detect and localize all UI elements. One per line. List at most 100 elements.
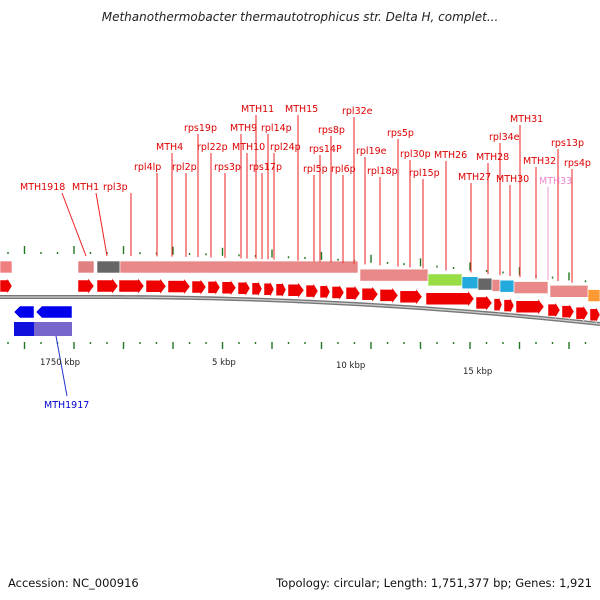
domain-block <box>499 279 515 293</box>
gene-label: MTH1917 <box>44 400 89 411</box>
reverse-gene-arrow <box>13 305 35 319</box>
forward-gene-arrow <box>475 294 493 312</box>
topology-label: Topology: circular; Length: 1,751,377 bp… <box>276 576 592 590</box>
domain-block <box>96 260 121 274</box>
gene-label: rpl3p <box>103 182 128 193</box>
gene-label: rps4p <box>564 158 591 169</box>
domain-track <box>0 260 600 302</box>
forward-gene-arrow <box>319 283 331 300</box>
reverse-domain-block <box>14 322 34 336</box>
gene-label: rps8p <box>318 125 345 136</box>
domain-block <box>119 260 359 274</box>
gene-label: rps17p <box>249 162 282 173</box>
forward-gene-arrow <box>221 278 237 297</box>
scale-labels: 1750 kbp 5 kbp 10 kbp 15 kbp <box>40 358 492 377</box>
scale-label: 1750 kbp <box>40 358 80 368</box>
label-leader <box>61 192 87 257</box>
gene-label: rpl6p <box>331 164 356 175</box>
domain-block <box>461 276 479 290</box>
gene-label: rpl24p <box>270 142 301 153</box>
forward-gene-arrow <box>251 280 263 297</box>
gene-label: rps13p <box>551 138 584 149</box>
gene-label: MTH31 <box>510 114 543 125</box>
accession-label: Accession: NC_000916 <box>8 576 139 590</box>
gene-label: MTH33 <box>539 176 572 187</box>
scale-label: 5 kbp <box>212 358 236 368</box>
gene-label: rpl2p <box>172 162 197 173</box>
scale-ticks-bottom <box>7 342 587 349</box>
scale-label: 10 kbp <box>336 361 365 371</box>
gene-label: MTH26 <box>434 150 467 161</box>
forward-gene-arrow <box>345 284 361 303</box>
forward-gene-arrow <box>237 279 251 298</box>
gene-label: rpl15p <box>409 168 440 179</box>
gene-label: rpl4lp <box>134 162 161 173</box>
forward-gene-arrow <box>331 283 345 302</box>
gene-label: rpl18p <box>367 166 398 177</box>
gene-label: rpl5p <box>303 164 328 175</box>
domain-block <box>359 268 429 282</box>
gene-label: rpl14p <box>261 123 292 134</box>
gene-label: MTH30 <box>496 174 529 185</box>
genome-backbone <box>0 295 600 326</box>
gene-label: rpl32e <box>342 106 373 117</box>
reverse-domain-block <box>34 322 72 336</box>
gene-label: rps19p <box>184 123 217 134</box>
label-leader <box>55 335 68 397</box>
forward-gene-arrow <box>493 296 503 313</box>
genome-title: Methanothermobacter thermautotrophicus s… <box>101 10 499 24</box>
forward-gene-arrow <box>561 302 575 321</box>
forward-gene-arrow <box>399 288 423 306</box>
forward-gene-arrow <box>263 281 275 298</box>
gene-label: MTH27 <box>458 172 491 183</box>
domain-block <box>513 281 549 294</box>
forward-gene-arrow <box>547 301 561 319</box>
forward-gene-arrow <box>589 306 600 323</box>
gene-label: rpl19e <box>356 146 387 157</box>
domain-block <box>587 289 600 302</box>
gene-label: MTH1 <box>72 182 99 193</box>
label-leader <box>95 192 108 257</box>
reverse-gene-arrow <box>35 305 73 319</box>
forward-gene-arrow <box>207 278 221 297</box>
gene-label: rps5p <box>387 128 414 139</box>
scale-label: 15 kbp <box>463 367 492 377</box>
gene-labels: MTH1918 MTH1 rpl3p rpl4lp MTH4 rpl2p rps19p rpl… <box>20 104 591 411</box>
forward-gene-arrow <box>305 282 319 300</box>
forward-gene-arrow <box>191 278 207 296</box>
forward-gene-arrow <box>167 277 191 296</box>
domain-block <box>0 260 13 274</box>
gene-label: MTH10 <box>232 142 265 153</box>
forward-gene-arrow <box>425 290 475 308</box>
domain-block <box>549 284 589 298</box>
domain-block <box>491 279 501 292</box>
forward-gene-arrow <box>575 304 589 323</box>
gene-label: MTH4 <box>156 142 183 153</box>
forward-gene-arrow <box>287 281 305 299</box>
forward-gene-arrow <box>0 277 13 295</box>
forward-gene-arrow <box>515 298 545 316</box>
gene-label: rpl34e <box>489 132 520 143</box>
domain-block <box>77 260 95 274</box>
domain-block <box>427 273 463 287</box>
forward-gene-arrow <box>77 277 95 295</box>
gene-label: rps14P <box>309 144 342 155</box>
gene-label: rpl22p <box>197 142 228 153</box>
forward-gene-arrow <box>96 277 119 295</box>
gene-label: MTH1918 <box>20 182 65 193</box>
reverse-gene-track <box>13 305 73 336</box>
gene-label: rps3p <box>214 162 241 173</box>
gene-label: MTH11 <box>241 104 274 115</box>
gene-label: MTH9 <box>230 123 257 134</box>
backbone-highlight <box>0 296 600 325</box>
gene-label: MTH15 <box>285 104 318 115</box>
forward-gene-arrow <box>379 286 399 305</box>
forward-gene-arrow <box>118 277 145 295</box>
forward-gene-track <box>0 277 600 323</box>
forward-gene-arrow <box>361 285 379 303</box>
gene-label: MTH32 <box>523 156 556 167</box>
forward-gene-arrow <box>145 277 167 296</box>
gene-label: MTH28 <box>476 152 509 163</box>
domain-block <box>477 277 493 291</box>
